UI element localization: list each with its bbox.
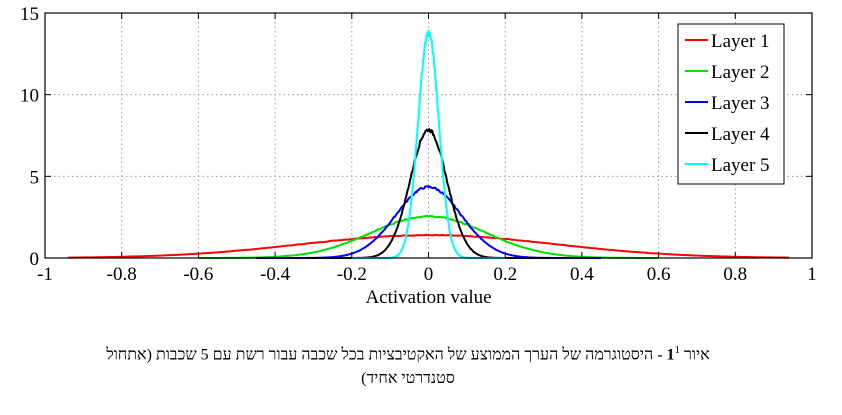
caption-footnote-mark: 1	[674, 344, 681, 356]
legend-label-layer-3: Layer 3	[711, 93, 770, 114]
figure-caption: איור 11 - היסטוגרמה של הערך הממוצע של הא…	[0, 344, 842, 364]
y-tick-label: 5	[30, 167, 40, 188]
x-tick-label: -0.4	[260, 264, 291, 285]
legend-label-layer-5: Layer 5	[711, 155, 770, 176]
caption-text-line1: - היסטוגרמה של הערך הממוצע של האקטיבציות…	[106, 346, 667, 364]
x-tick-label: -0.6	[183, 264, 213, 285]
caption-text-line2: סטנדרטי אחיד)	[361, 370, 455, 387]
series-line-layer-1	[68, 233, 789, 259]
x-tick-label: -1	[37, 264, 53, 285]
legend-box	[677, 23, 785, 185]
x-axis-label: Activation value	[365, 287, 491, 308]
y-tick-label: 10	[20, 86, 39, 107]
legend: Layer 1 Layer 2 Layer 3 Layer 4 Layer 5	[677, 23, 785, 185]
figure-caption-continued: סטנדרטי אחיד)	[0, 370, 842, 388]
x-tick-label: -0.8	[107, 264, 137, 285]
x-tick-label: 0.8	[723, 264, 747, 285]
x-tick-label: 0	[424, 264, 434, 285]
legend-label-layer-4: Layer 4	[711, 124, 770, 145]
legend-label-layer-1: Layer 1	[711, 31, 770, 52]
x-tick-label: 1	[807, 264, 817, 285]
caption-figure-number: 1	[666, 346, 675, 364]
x-tick-label: 0.2	[493, 264, 517, 285]
legend-label-layer-2: Layer 2	[711, 62, 770, 83]
y-tick-label: 0	[30, 249, 40, 270]
x-tick-label: -0.2	[337, 264, 367, 285]
x-tick-label: 0.6	[647, 264, 671, 285]
caption-prefix: איור	[680, 346, 710, 364]
x-tick-label: 0.4	[570, 264, 594, 285]
y-tick-label: 15	[20, 4, 39, 25]
